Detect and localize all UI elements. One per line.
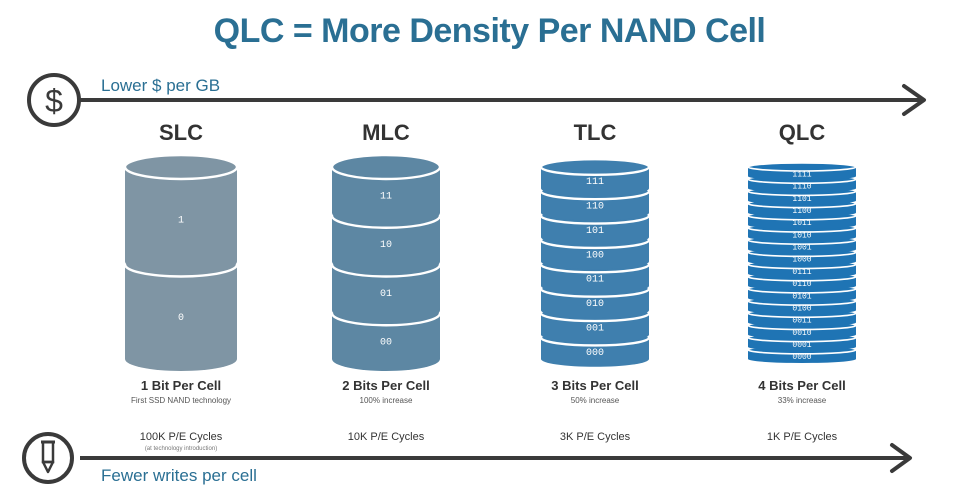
bits-per-cell-subtext: 50% increase xyxy=(570,396,620,405)
bits-per-cell-label: 2 Bits Per Cell xyxy=(342,378,430,393)
bottom-axis xyxy=(80,443,912,473)
bits-per-cell-label: 4 Bits Per Cell xyxy=(758,378,846,393)
pencil-icon xyxy=(22,432,74,484)
top-axis xyxy=(80,84,926,116)
bits-per-cell-label: 3 Bits Per Cell xyxy=(551,378,639,393)
column-heading-qlc: QLC xyxy=(778,120,826,145)
pe-cycles-label: 10K P/E Cycles xyxy=(347,431,425,443)
pe-cycles-label: 3K P/E Cycles xyxy=(559,431,631,443)
pe-cycles-label: 100K P/E Cycles xyxy=(139,431,223,443)
column-heading-mlc: MLC xyxy=(362,120,410,145)
bits-per-cell-subtext: 33% increase xyxy=(777,396,827,405)
pe-cycles-label: 1K P/E Cycles xyxy=(766,431,838,443)
dollar-icon: $ xyxy=(27,73,81,127)
column-heading-slc: SLC xyxy=(159,120,203,145)
svg-text:$: $ xyxy=(45,83,63,119)
page-title: QLC = More Density Per NAND Cell xyxy=(213,12,766,50)
top-axis-label: Lower $ per GB xyxy=(101,76,221,95)
pe-cycles-note: (at technology introduction) xyxy=(144,446,218,452)
bits-per-cell-subtext: First SSD NAND technology xyxy=(130,396,232,405)
column-heading-tlc: TLC xyxy=(573,120,617,145)
bits-per-cell-subtext: 100% increase xyxy=(359,396,413,405)
bottom-axis-label: Fewer writes per cell xyxy=(101,466,257,485)
bits-per-cell-label: 1 Bit Per Cell xyxy=(140,378,222,393)
